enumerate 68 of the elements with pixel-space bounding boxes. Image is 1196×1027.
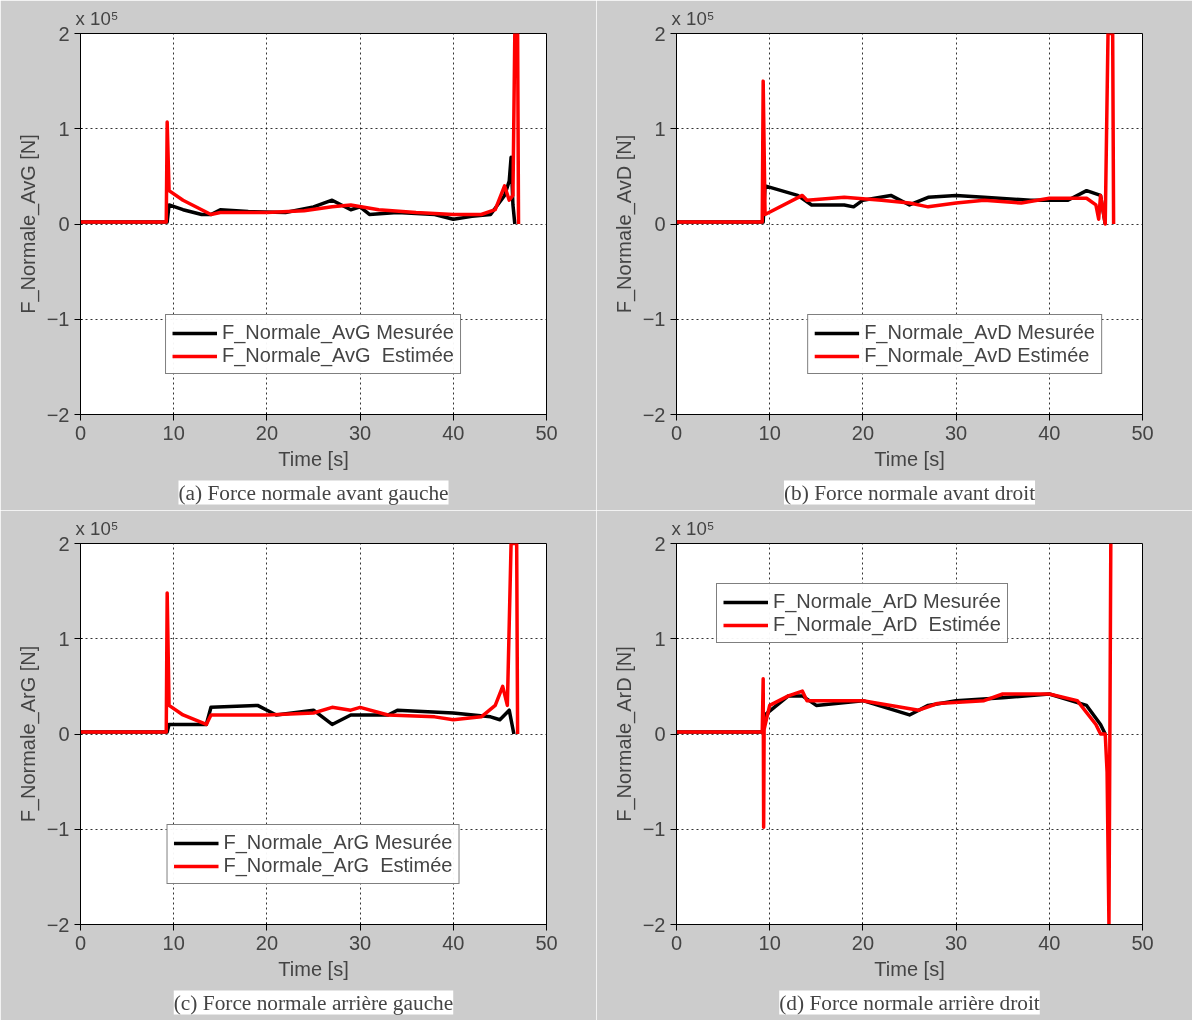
y-tick-label: −1: [642, 308, 666, 331]
x-axis-title: Time [s]: [278, 957, 349, 980]
legend-label: F_Normale_AvG Mesurée: [222, 321, 454, 344]
x-tick-label: 40: [442, 421, 465, 444]
x-tick-label: 0: [74, 931, 87, 954]
y-tick-label: 2: [58, 22, 70, 45]
legend-label: F_Normale_ArD Estimée: [773, 613, 1001, 636]
x-tick-label: 10: [162, 421, 185, 444]
text: x 10⁵: [671, 517, 715, 539]
y-tick-label: 1: [58, 117, 70, 140]
x-tick-label: 0: [670, 931, 683, 954]
text: (d) Force normale arrière droit: [779, 990, 1040, 1015]
y-tick-label: 1: [654, 627, 666, 650]
y-tick-label: −2: [642, 913, 666, 936]
legend-label: F_Normale_AvG Estimée: [222, 344, 454, 367]
x-tick-label: 0: [670, 421, 683, 444]
y-axis-title: F_Normale_ArD [N]: [612, 646, 636, 822]
y-axis-title: F_Normale_ArG [N]: [16, 645, 40, 823]
x-axis-title: Time [s]: [874, 447, 945, 470]
x-tick-label: 10: [758, 931, 781, 954]
x-tick-label: 20: [851, 421, 875, 444]
text: (a) Force normale avant gauche: [178, 480, 449, 505]
y-tick-label: 0: [654, 723, 666, 745]
y-axis-title: F_Normale_AvG [N]: [16, 134, 40, 314]
x-tick-label: 40: [442, 931, 465, 954]
y-tick-label: 0: [58, 723, 70, 745]
legend-label: F_Normale_AvD Estimée: [864, 344, 1090, 367]
x-tick-label: 50: [535, 421, 558, 444]
x-tick-label: 30: [348, 931, 372, 954]
x-tick-label: 20: [255, 421, 279, 444]
legend-label: F_Normale_ArD Mesurée: [773, 590, 1001, 613]
y-tick-label: 0: [654, 213, 666, 235]
text: x 10⁵: [75, 7, 119, 29]
x-tick-label: 10: [758, 421, 781, 444]
y-tick-label: −2: [642, 403, 666, 426]
x-tick-label: 20: [255, 931, 279, 954]
x-axis-title: Time [s]: [874, 957, 945, 980]
x-tick-label: 40: [1038, 931, 1061, 954]
x-tick-label: 30: [944, 931, 968, 954]
x-axis-title: Time [s]: [278, 447, 349, 470]
x-tick-label: 20: [851, 931, 875, 954]
y-tick-label: 2: [654, 22, 666, 45]
text: (b) Force normale avant droit: [783, 480, 1036, 505]
x-tick-label: 50: [1131, 421, 1154, 444]
y-tick-label: 2: [58, 532, 70, 555]
text: (c) Force normale arrière gauche: [173, 990, 454, 1015]
y-tick-label: −1: [642, 818, 666, 841]
y-tick-label: −1: [46, 818, 70, 841]
y-tick-label: 0: [58, 213, 70, 235]
x-tick-label: 40: [1038, 421, 1061, 444]
y-tick-label: −2: [46, 403, 70, 426]
x-tick-label: 30: [944, 421, 968, 444]
y-axis-title: F_Normale_AvD [N]: [612, 134, 636, 314]
y-tick-label: −2: [46, 913, 70, 936]
text: x 10⁵: [671, 7, 715, 29]
x-tick-label: 30: [348, 421, 372, 444]
x-tick-label: 50: [1131, 931, 1154, 954]
text: x 10⁵: [75, 517, 119, 539]
legend-label: F_Normale_AvD Mesurée: [864, 321, 1095, 344]
y-tick-label: 1: [654, 117, 666, 140]
x-tick-label: 0: [74, 421, 87, 444]
x-tick-label: 50: [535, 931, 558, 954]
y-tick-label: 2: [654, 532, 666, 555]
y-tick-label: 1: [58, 627, 70, 650]
legend-label: F_Normale_ArG Mesurée: [223, 831, 453, 854]
x-tick-label: 10: [162, 931, 185, 954]
legend-label: F_Normale_ArG Estimée: [223, 854, 453, 877]
y-tick-label: −1: [46, 308, 70, 331]
